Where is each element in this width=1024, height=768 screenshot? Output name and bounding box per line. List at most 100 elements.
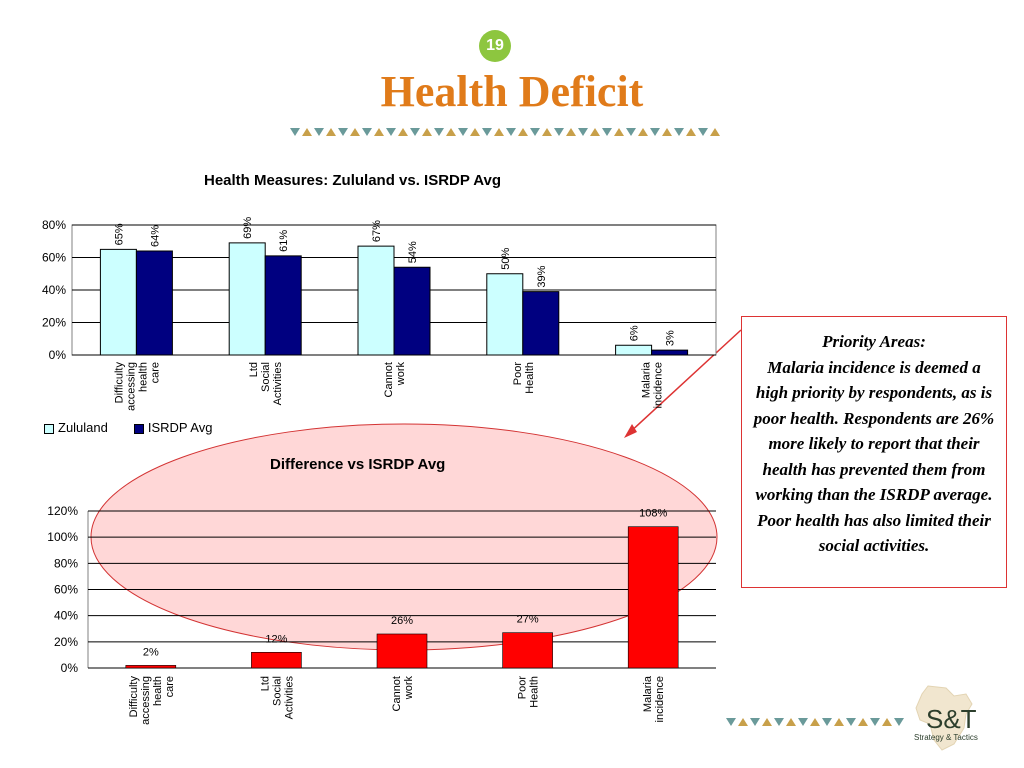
band-triangle [738, 718, 748, 726]
band-triangle [894, 718, 904, 726]
band-triangle [674, 128, 684, 136]
legend-label-isrdp: ISRDP Avg [147, 420, 213, 435]
band-triangle [374, 128, 384, 136]
band-triangle [882, 718, 892, 726]
chart1-data-label: 3% [665, 330, 677, 346]
chart1-data-label: 6% [629, 325, 641, 341]
chart1-bar [651, 349, 689, 356]
band-triangle [410, 128, 420, 136]
chart1-data-label: 67% [371, 220, 383, 242]
band-triangle [698, 128, 708, 136]
band-triangle [566, 128, 576, 136]
chart1-y-tick: 80% [42, 218, 66, 232]
pointer-arrow-head [624, 424, 637, 438]
chart1-data-label: 54% [407, 241, 419, 263]
chart1-data-label: 39% [536, 265, 548, 287]
band-triangle [822, 718, 832, 726]
chart1-category-label: Cannotwork [383, 362, 407, 398]
band-triangle [762, 718, 772, 726]
legend-label-zululand: Zululand [58, 420, 108, 435]
pointer-arrow [627, 329, 742, 435]
band-triangle [810, 718, 820, 726]
band-triangle [638, 128, 648, 136]
band-triangle [590, 128, 600, 136]
band-triangle [458, 128, 468, 136]
band-triangle [774, 718, 784, 726]
chart1-bar [264, 255, 302, 356]
band-triangle [846, 718, 856, 726]
callout-heading: Priority Areas: [822, 332, 926, 351]
chart1-legend: Zululand ISRDP Avg [44, 420, 212, 435]
band-triangle [530, 128, 540, 136]
band-triangle [542, 128, 552, 136]
legend-item-zululand: Zululand [44, 420, 108, 435]
band-triangle [662, 128, 672, 136]
chart1-bar [393, 266, 431, 356]
chart1-data-label: 65% [113, 223, 125, 245]
band-triangle [470, 128, 480, 136]
legend-swatch-zululand [44, 423, 54, 434]
band-triangle [578, 128, 588, 136]
band-triangle [626, 128, 636, 136]
band-triangle [302, 128, 312, 136]
chart1-data-label: 50% [500, 248, 512, 270]
chart1-y-tick: 40% [42, 283, 66, 297]
band-triangle [650, 128, 660, 136]
band-triangle [554, 128, 564, 136]
slide-title: Health Deficit [380, 67, 644, 116]
band-triangle [786, 718, 796, 726]
chart1-bar [135, 250, 173, 356]
priority-callout: Priority Areas: Malaria incidence is dee… [741, 316, 1007, 588]
legend-item-isrdp: ISRDP Avg [133, 420, 213, 435]
band-triangle [858, 718, 868, 726]
band-triangle [482, 128, 492, 136]
chart1-data-label: 69% [242, 217, 254, 239]
band-triangle [506, 128, 516, 136]
chart1-category-label: LtdSocialActivities [248, 362, 284, 406]
band-triangle [446, 128, 456, 136]
band-triangle [726, 718, 736, 726]
chart1-y-tick: 20% [42, 316, 66, 330]
chart1-bar [615, 344, 653, 356]
chart1-bar [228, 242, 266, 356]
legend-swatch-isrdp [133, 423, 144, 434]
decorative-triangle-band-bottom [726, 718, 904, 726]
band-triangle [338, 128, 348, 136]
decorative-triangle-band [290, 128, 720, 136]
band-triangle [350, 128, 360, 136]
band-triangle [686, 128, 696, 136]
band-triangle [422, 128, 432, 136]
band-triangle [386, 128, 396, 136]
st-logo: S&T Strategy & Tactics [880, 684, 1000, 754]
chart1-bar [357, 245, 395, 356]
band-triangle [750, 718, 760, 726]
logo-mark: S&T [926, 704, 977, 734]
band-triangle [518, 128, 528, 136]
chart1-bar [486, 273, 524, 356]
band-triangle [290, 128, 300, 136]
band-triangle [434, 128, 444, 136]
band-triangle [326, 128, 336, 136]
chart1-bar [522, 291, 560, 356]
band-triangle [602, 128, 612, 136]
band-triangle [798, 718, 808, 726]
chart1-title: Health Measures: Zululand vs. ISRDP Avg [204, 172, 502, 189]
callout-body: Malaria incidence is deemed a high prior… [753, 357, 995, 556]
band-triangle [834, 718, 844, 726]
chart1-bar [99, 248, 137, 356]
band-triangle [614, 128, 624, 136]
chart1-data-label: 64% [149, 225, 161, 247]
band-triangle [398, 128, 408, 136]
chart1-y-tick: 60% [42, 251, 66, 265]
chart1-y-tick: 0% [49, 348, 67, 362]
band-triangle [710, 128, 720, 136]
chart1-data-label: 61% [278, 230, 290, 252]
page-number-badge: 19 [479, 30, 511, 62]
band-triangle [494, 128, 504, 136]
chart1-category-label: Difficultyaccessinghealthcare [113, 362, 161, 411]
chart1-category-label: PoorHealth [512, 362, 536, 394]
band-triangle [870, 718, 880, 726]
logo-tagline: Strategy & Tactics [914, 733, 978, 742]
chart1-category-label: Malariaincidence [641, 361, 665, 408]
